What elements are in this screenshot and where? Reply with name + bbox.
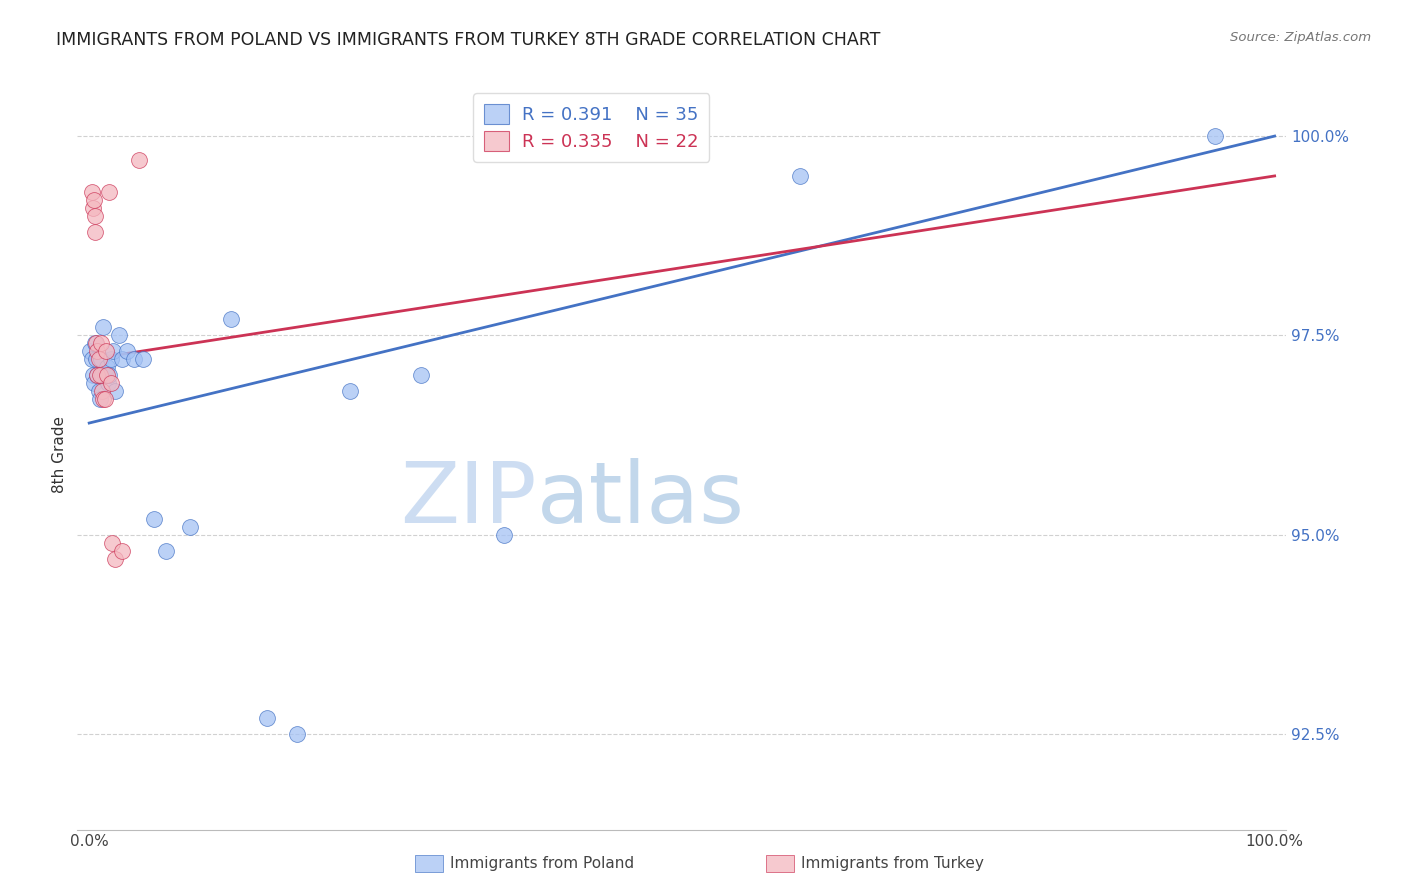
Point: [87, 384, 110, 399]
Point: [98, 185, 121, 199]
Point: [84, 352, 107, 367]
Point: [90, 352, 112, 367]
Point: [80, 352, 103, 367]
Text: Source: ZipAtlas.com: Source: ZipAtlas.com: [1230, 31, 1371, 45]
Point: [789, 169, 811, 183]
Point: [87, 352, 110, 367]
Point: [100, 535, 122, 549]
Point: [82, 201, 104, 215]
Point: [84, 209, 107, 223]
Point: [96, 368, 118, 383]
Text: Immigrants from Poland: Immigrants from Poland: [450, 856, 634, 871]
Point: [97, 376, 120, 391]
Point: [96, 360, 118, 375]
Point: [285, 727, 308, 741]
Point: [1204, 129, 1226, 144]
Point: [89, 392, 111, 406]
Point: [80, 185, 103, 199]
Text: Immigrants from Turkey: Immigrants from Turkey: [801, 856, 984, 871]
Point: [83, 193, 105, 207]
Point: [84, 225, 107, 239]
Point: [82, 368, 104, 383]
Point: [91, 368, 114, 383]
Point: [100, 352, 122, 367]
Point: [94, 344, 117, 359]
Text: ZIP: ZIP: [401, 458, 537, 541]
Point: [143, 511, 166, 525]
Point: [128, 153, 150, 167]
Point: [100, 376, 122, 391]
Point: [86, 344, 108, 359]
Point: [93, 392, 115, 406]
Point: [93, 320, 115, 334]
Point: [89, 368, 111, 383]
Point: [411, 368, 433, 383]
Point: [104, 551, 127, 566]
Legend: R = 0.391    N = 35, R = 0.335    N = 22: R = 0.391 N = 35, R = 0.335 N = 22: [474, 93, 710, 161]
Point: [91, 384, 114, 399]
Point: [111, 543, 134, 558]
Point: [221, 312, 243, 326]
Text: IMMIGRANTS FROM POLAND VS IMMIGRANTS FROM TURKEY 8TH GRADE CORRELATION CHART: IMMIGRANTS FROM POLAND VS IMMIGRANTS FRO…: [56, 31, 880, 49]
Point: [83, 376, 105, 391]
Point: [86, 368, 108, 383]
Point: [79, 344, 101, 359]
Y-axis label: 8th Grade: 8th Grade: [52, 417, 67, 493]
Point: [84, 336, 107, 351]
Point: [104, 384, 127, 399]
Point: [256, 711, 278, 725]
Point: [131, 352, 153, 367]
Point: [494, 527, 516, 541]
Point: [86, 368, 108, 383]
Point: [108, 328, 131, 343]
Point: [115, 344, 138, 359]
Text: atlas: atlas: [537, 458, 745, 541]
Point: [339, 384, 361, 399]
Point: [84, 336, 107, 351]
Point: [122, 352, 145, 367]
Point: [90, 336, 112, 351]
Point: [155, 543, 177, 558]
Point: [179, 519, 201, 533]
Point: [93, 392, 115, 406]
Point: [111, 352, 134, 367]
Point: [98, 368, 121, 383]
Point: [93, 368, 115, 383]
Point: [101, 344, 124, 359]
